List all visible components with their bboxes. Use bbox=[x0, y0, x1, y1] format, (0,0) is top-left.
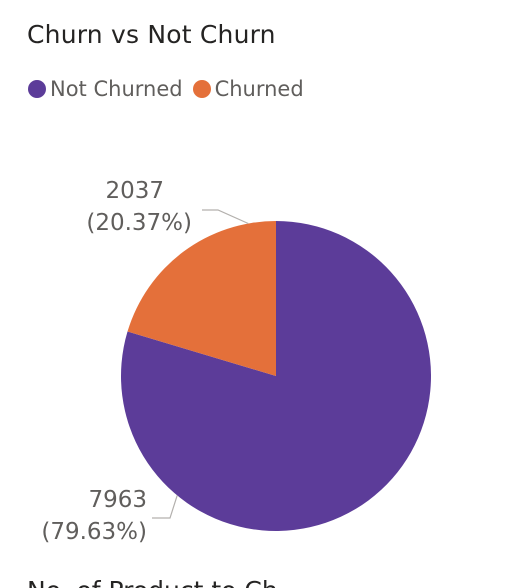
legend-swatch-not-churned bbox=[28, 80, 46, 98]
data-label-churned-percent: (20.37%) bbox=[86, 210, 192, 237]
legend-swatch-churned bbox=[192, 80, 211, 98]
chart-legend: Not Churned Churned bbox=[28, 77, 314, 101]
pie-slice-churned[interactable] bbox=[127, 221, 276, 376]
data-label-not-churned: 7963 (79.63%) bbox=[25, 484, 147, 548]
legend-item-churned[interactable]: Churned bbox=[192, 77, 304, 101]
chart-title: Churn vs Not Churn bbox=[27, 20, 276, 49]
next-visual-title: No. of Product to Ch bbox=[27, 576, 278, 588]
data-label-churned: 2037 (20.37%) bbox=[70, 175, 192, 239]
data-label-not-churned-percent: (79.63%) bbox=[41, 519, 147, 546]
leader-line-not-churned bbox=[152, 495, 178, 519]
legend-item-not-churned[interactable]: Not Churned bbox=[28, 77, 183, 101]
data-label-not-churned-value: 7963 bbox=[88, 487, 147, 513]
legend-label-not-churned: Not Churned bbox=[50, 77, 183, 101]
legend-label-churned: Churned bbox=[214, 77, 304, 101]
leader-line-churned bbox=[202, 209, 249, 225]
data-label-churned-value: 2037 bbox=[105, 178, 164, 204]
